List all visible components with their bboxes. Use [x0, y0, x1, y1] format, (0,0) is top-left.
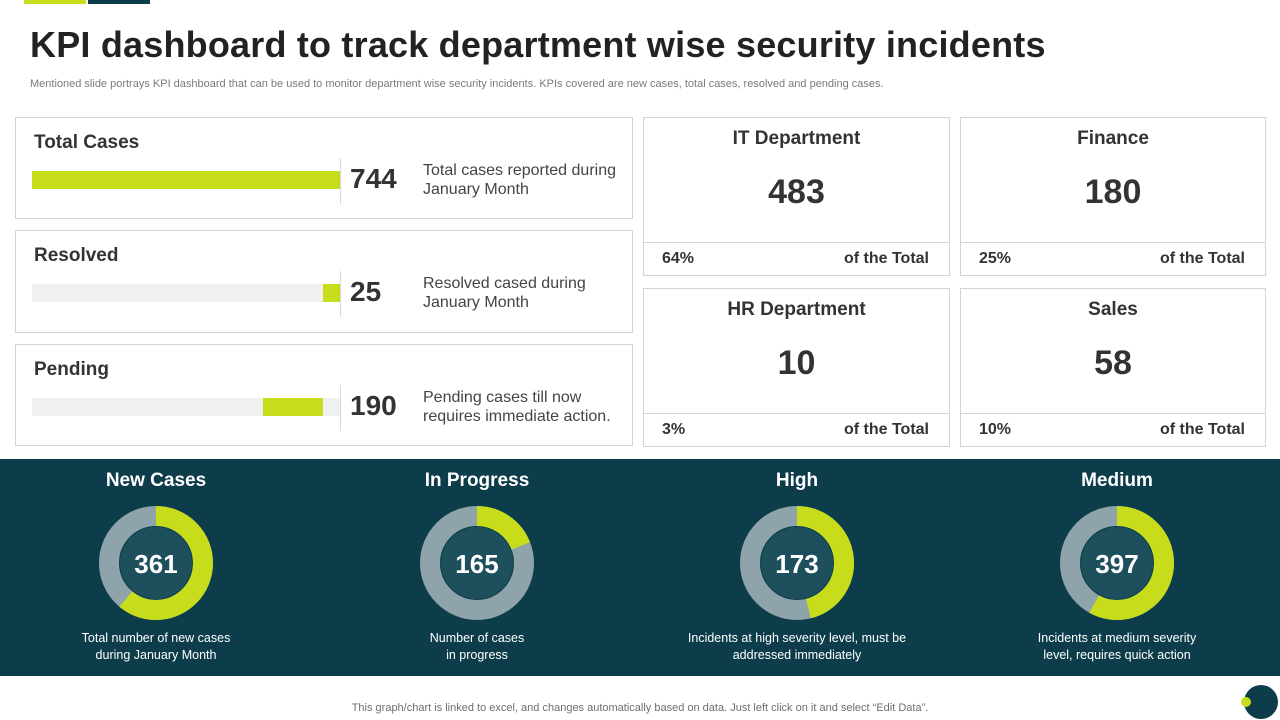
donut-chart: 397 — [1060, 506, 1174, 620]
resolved-description: Resolved cased during January Month — [423, 275, 586, 311]
total-cases-card[interactable]: Total Cases 744 Total cases reported dur… — [15, 117, 633, 219]
metric-label: Medium — [1081, 470, 1153, 491]
dept-value: 483 — [768, 173, 825, 211]
donut-value: 361 — [134, 549, 177, 579]
total-cases-value: 744 — [350, 163, 397, 194]
dept-card-it[interactable]: IT Department 483 64% of the Total — [643, 117, 950, 276]
donut-arc — [740, 506, 854, 620]
donut-chart: 361 — [99, 506, 213, 620]
metric-label: High — [775, 470, 819, 491]
dept-percent: 64% — [662, 250, 695, 267]
resolved-card[interactable]: Resolved 25 Resolved cased during Januar… — [15, 230, 633, 333]
metric-label: In Progress — [424, 470, 530, 491]
metrics-band: New Cases 361 Total number of new cases … — [0, 459, 1280, 676]
page-title: KPI dashboard to track department wise s… — [30, 24, 1046, 65]
dept-of-total: of the Total — [843, 250, 929, 267]
pending-description: Pending cases till now requires immediat… — [423, 389, 611, 425]
donut-value: 165 — [455, 549, 498, 579]
accent-bar-teal — [88, 0, 150, 4]
donut-arc — [420, 506, 534, 620]
metric-description: Incidents at high severity level, must b… — [687, 631, 907, 662]
dept-percent: 3% — [662, 421, 686, 438]
dept-footer: 3% of the Total — [644, 413, 949, 446]
accent-bar-green — [24, 0, 86, 4]
metric-medium[interactable]: Medium 397 Incidents at medium severity … — [957, 459, 1277, 676]
corner-decoration-dot — [1241, 697, 1251, 707]
divider — [340, 271, 341, 317]
donut-value: 173 — [775, 549, 818, 579]
pending-bar-fill — [263, 398, 324, 416]
total-cases-label: Total Cases — [34, 132, 140, 153]
donut-value: 397 — [1095, 549, 1138, 579]
dept-card-hr[interactable]: HR Department 10 3% of the Total — [643, 288, 950, 447]
footer-note: This graph/chart is linked to excel, and… — [351, 702, 929, 714]
pending-bar-track — [32, 398, 340, 416]
total-cases-bar-track — [32, 171, 340, 189]
divider — [340, 385, 341, 431]
resolved-bar-fill — [323, 284, 340, 302]
metric-description: Number of cases in progress — [429, 631, 525, 662]
dept-footer: 64% of the Total — [644, 242, 949, 275]
donut-center — [1081, 527, 1153, 599]
pending-label: Pending — [34, 359, 109, 380]
dept-footer: 10% of the Total — [961, 413, 1265, 446]
dept-value: 180 — [1084, 173, 1142, 211]
dept-card-finance[interactable]: Finance 180 25% of the Total — [960, 117, 1266, 276]
dept-card-sales[interactable]: Sales 58 10% of the Total — [960, 288, 1266, 447]
metric-description: Total number of new cases during January… — [81, 631, 231, 662]
dept-of-total: of the Total — [843, 421, 929, 438]
dept-percent: 25% — [979, 250, 1012, 267]
dept-value: 10 — [777, 344, 816, 382]
metric-in-progress[interactable]: In Progress 165 Number of cases in progr… — [317, 459, 637, 676]
pending-card[interactable]: Pending 190 Pending cases till now requi… — [15, 344, 633, 446]
pending-value: 190 — [350, 390, 397, 421]
resolved-label: Resolved — [34, 245, 119, 266]
dept-footer: 25% of the Total — [961, 242, 1265, 275]
dept-name: Finance — [1077, 128, 1149, 149]
resolved-bar-track — [32, 284, 340, 302]
divider — [340, 158, 341, 204]
dept-name: Sales — [1088, 299, 1138, 320]
donut-arc — [99, 506, 213, 620]
donut-center — [120, 527, 192, 599]
metric-high[interactable]: High 173 Incidents at high severity leve… — [637, 459, 957, 676]
dept-name: HR Department — [727, 299, 866, 320]
metric-description: Incidents at medium severity level, requ… — [1037, 631, 1197, 662]
donut-chart: 165 — [420, 506, 534, 620]
resolved-value: 25 — [350, 276, 382, 307]
donut-chart: 173 — [740, 506, 854, 620]
metric-new-cases[interactable]: New Cases 361 Total number of new cases … — [0, 459, 316, 676]
dept-name: IT Department — [732, 128, 861, 149]
page-subtitle: Mentioned slide portrays KPI dashboard t… — [30, 78, 884, 90]
dept-value: 58 — [1094, 344, 1132, 382]
dept-percent: 10% — [979, 421, 1012, 438]
donut-center — [441, 527, 513, 599]
total-cases-bar-fill — [32, 171, 340, 189]
donut-arc — [1060, 506, 1174, 620]
dept-of-total: of the Total — [1159, 250, 1245, 267]
dept-of-total: of the Total — [1159, 421, 1245, 438]
donut-center — [761, 527, 833, 599]
metric-label: New Cases — [105, 470, 207, 491]
total-cases-description: Total cases reported during January Mont… — [423, 162, 616, 198]
